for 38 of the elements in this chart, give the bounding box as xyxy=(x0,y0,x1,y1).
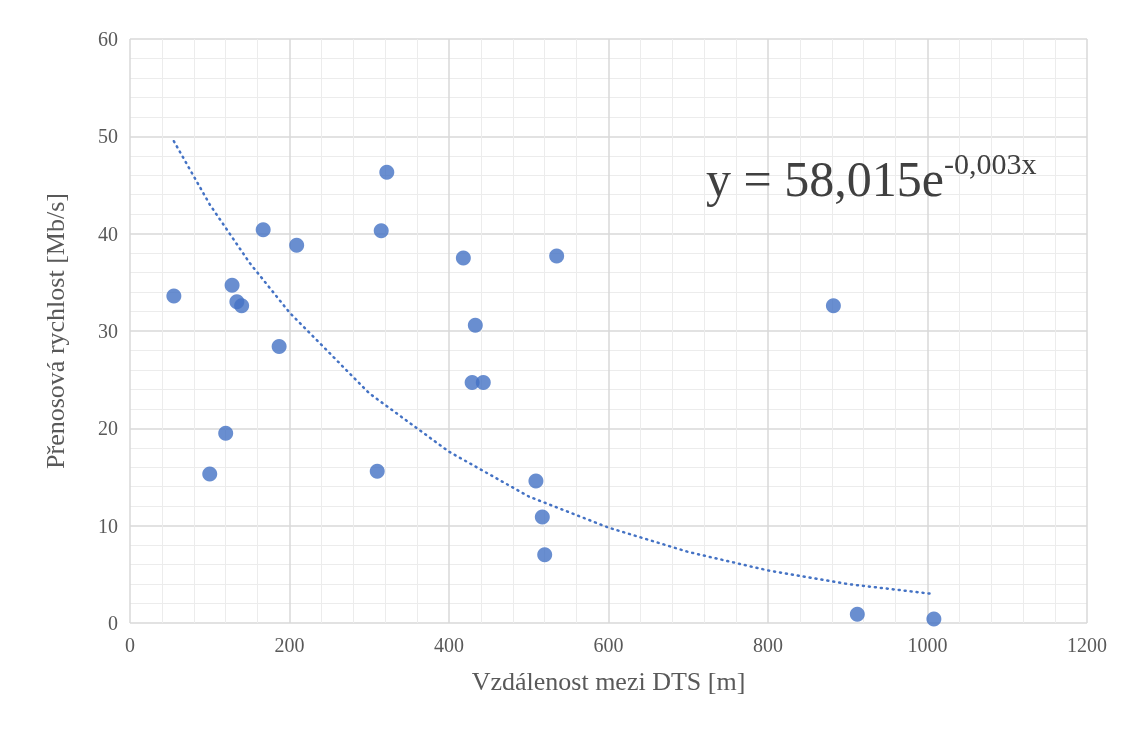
y-tick-label: 10 xyxy=(98,514,118,537)
y-tick-label: 20 xyxy=(98,417,118,440)
point xyxy=(234,298,250,314)
equation-text: y = 58,015e$^{-0,003x}$ xyxy=(706,150,1037,208)
x-tick-label: 200 xyxy=(274,634,305,656)
point xyxy=(467,317,483,333)
y-tick-label: 60 xyxy=(98,28,118,50)
point xyxy=(475,375,491,391)
x-tick-label: 1000 xyxy=(907,634,948,656)
point xyxy=(218,425,234,441)
point xyxy=(455,250,471,266)
point xyxy=(379,164,395,180)
point xyxy=(537,547,553,563)
point xyxy=(825,298,841,314)
point xyxy=(289,237,305,253)
y-axis-title: Přenosová rychlost [Mb/s] xyxy=(40,193,70,469)
x-tick-label: 0 xyxy=(125,634,135,656)
point xyxy=(202,466,218,482)
point xyxy=(926,611,942,627)
point xyxy=(534,509,550,525)
point xyxy=(528,473,544,489)
y-tick-label: 50 xyxy=(98,125,118,148)
point xyxy=(224,277,240,293)
x-axis-title: Vzdálenost mezi DTS [m] xyxy=(471,666,746,696)
y-tick-label: 30 xyxy=(98,320,118,342)
point xyxy=(255,222,271,238)
point xyxy=(849,606,865,622)
x-tick-label: 1200 xyxy=(1067,634,1107,656)
point xyxy=(166,288,182,304)
y-tick-label: 40 xyxy=(98,222,118,245)
x-tick-label: 400 xyxy=(434,634,464,656)
x-tick-label: 600 xyxy=(593,634,624,656)
point xyxy=(271,339,287,355)
x-tick-label: 800 xyxy=(753,634,783,656)
point xyxy=(549,248,565,264)
point xyxy=(373,223,389,239)
point xyxy=(369,463,385,479)
y-tick-label: 0 xyxy=(108,612,118,634)
